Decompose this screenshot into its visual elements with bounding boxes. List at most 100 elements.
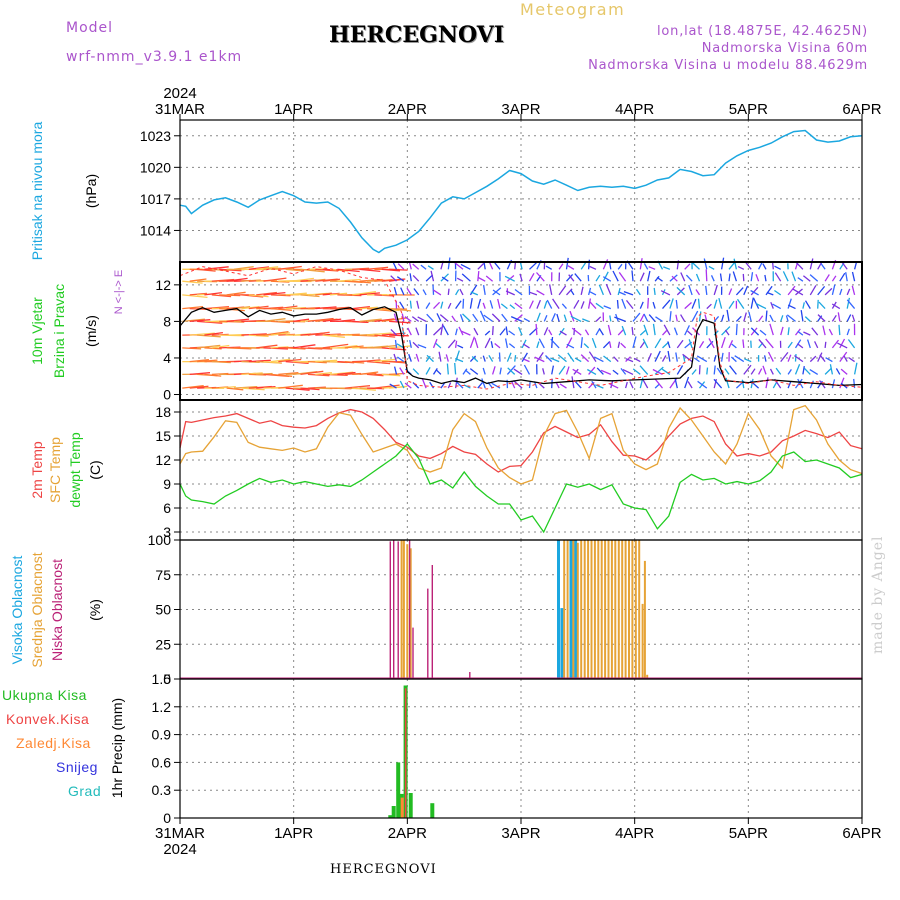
wind-arrow [460,263,471,270]
wind-arrow [643,324,649,336]
wind-arrow [514,288,523,296]
wind-arrow [498,352,501,362]
wind-arrow [837,312,841,322]
wind-arrow [366,360,391,365]
wind-arrow [625,358,634,363]
wind-arrow [625,299,634,310]
cloud-low-bar [427,588,429,679]
wind-arrow [359,318,382,323]
wind-arrow [256,266,279,270]
wind-arrow [397,356,405,363]
wind-arrow [555,382,560,389]
temp-unit: (C) [87,460,103,479]
wind-arrow [307,373,330,377]
wind-arrow [809,369,819,375]
wind-arrow [270,320,291,324]
wind-arrow [278,265,302,270]
wind-arrow [682,355,686,362]
wind-arrow [393,313,398,322]
wind-arrow [390,328,397,336]
y-tick-label: 0.9 [152,727,172,743]
wind-arrow [621,325,627,336]
wind-arrow [713,378,723,389]
wind-arrow [518,326,523,336]
wind-arrow [750,286,759,296]
wind-arrow [662,299,671,310]
y-tick-label: 1023 [140,128,171,144]
wind-arrow [769,314,774,322]
wind-arrow [828,328,833,336]
precip-total-bar [430,803,435,818]
wind-arrow [425,274,434,282]
wind-arrow [780,351,789,363]
cloud-low-bar [469,672,471,679]
wind-arrow [494,342,501,349]
wind-arrow [219,320,245,323]
wind-arrow [197,320,223,324]
wind-arrow [528,272,535,282]
wind-arrow [189,319,211,323]
wind-arrow [667,350,671,362]
wind-arrow [538,338,545,349]
wind-arrow [839,338,846,349]
wind-arrow [204,331,223,336]
wind-arrow [413,288,420,296]
wind-arrow [447,382,452,389]
wind-arrow [661,355,667,362]
wind-arrow [588,366,596,375]
wind-arrow [219,385,236,389]
wind-arrow [631,270,634,282]
wind-arrow [433,327,442,336]
wind-arrow [770,301,774,309]
wind-arrow [344,345,364,349]
wind-arrow [780,326,784,336]
wind-arrow [622,369,634,375]
wind-arrow [226,291,246,296]
wind-arrow [570,289,575,296]
x-tick-label-bottom: 31MAR [155,825,205,842]
wind-arrow [389,383,397,389]
wind-arrow [629,381,634,389]
wind-arrow [743,312,747,322]
wind-arrow [352,291,376,296]
wind-arrow [550,338,560,349]
wind-arrow [618,291,626,296]
wind-arrow [675,352,678,362]
wind-arrow [458,326,464,336]
wind-arrow [743,285,749,296]
wind-arrow [329,292,348,296]
wind-arrow [568,274,575,282]
cloud-mid-bar [617,540,620,679]
cloud-mid-bar [607,540,610,679]
y-tick-label: 18 [155,404,171,420]
wind-arrow [817,299,819,309]
wind-arrow [497,298,501,309]
wind-arrow [226,387,244,391]
wind-arrow [447,339,456,349]
wind-arrow [820,263,826,270]
wind-arrow [632,336,637,349]
wind-arrow [673,327,678,336]
wind-arrow [706,367,709,375]
wind-arrow [839,288,843,296]
wind-arrow [293,277,314,282]
wind-arrow [765,310,768,322]
wind-arrow [818,301,826,310]
wind-arrow [429,381,435,389]
wind-arrow [693,357,700,363]
wind-arrow [501,313,508,322]
cloud-mid-bar [576,542,579,679]
wind-arrow [182,294,208,299]
wind-arrow [293,318,310,323]
wind-arrow [839,272,846,282]
wind-arrow [565,257,569,270]
wind-arrow [671,275,678,282]
wind-arrow [469,355,477,363]
y-tick-label: 8 [163,313,171,329]
wind-arrow [504,338,509,349]
wind-arrow [720,314,725,322]
cloud-unit: (%) [87,599,103,621]
wind-arrow [809,258,814,270]
wind-arrow [643,313,649,322]
wind-arrow [584,329,590,336]
